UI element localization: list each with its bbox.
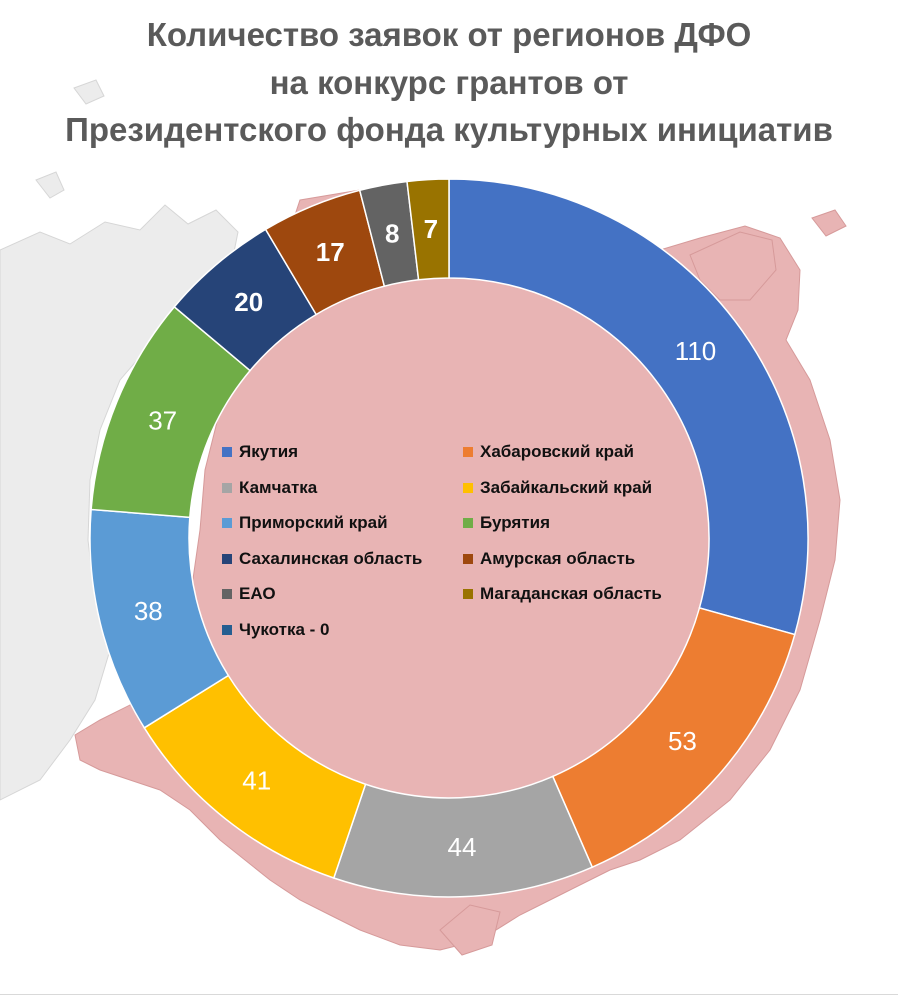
- map-island-left: [35, 171, 65, 199]
- legend-swatch: [222, 482, 232, 493]
- legend-swatch: [463, 589, 473, 599]
- legend-swatch: [463, 482, 473, 493]
- donut-slices: [89, 178, 809, 898]
- legend-item: Магаданская область: [463, 583, 662, 605]
- donut-data-label-4: 41: [242, 766, 271, 796]
- donut-data-label-9: 8: [385, 219, 399, 249]
- legend-item: Приморский край: [222, 512, 388, 534]
- legend-label: Хабаровский край: [480, 442, 634, 461]
- legend-swatch: [222, 624, 232, 635]
- legend-label: Магаданская область: [480, 584, 662, 603]
- legend-item: Бурятия: [463, 512, 550, 534]
- legend-swatch: [463, 447, 473, 457]
- legend-swatch: [463, 518, 473, 528]
- donut-data-labels: 110 53 44 41 38 37 20 17 8 7: [134, 214, 716, 862]
- legend-item: Забайкальский край: [463, 477, 652, 499]
- legend-item: Сахалинская область: [222, 548, 422, 570]
- legend-item: Якутия: [222, 441, 298, 463]
- legend-item: Хабаровский край: [463, 441, 634, 463]
- donut-data-label-7: 20: [234, 287, 263, 317]
- map-island-top: [73, 79, 105, 105]
- legend-label: Сахалинская область: [239, 548, 423, 568]
- donut-data-label-2: 53: [668, 726, 697, 756]
- legend-label: Приморский край: [239, 513, 388, 532]
- legend-item: Чукотка - 0: [222, 619, 330, 641]
- map-land-east-peninsula: [689, 231, 777, 301]
- legend-swatch: [222, 447, 232, 457]
- legend-swatch: [463, 553, 473, 564]
- legend-swatch: [222, 518, 232, 528]
- chart-title-line-3: Президентского фонда культурных инициати…: [65, 111, 833, 148]
- chart-title-line-2: на конкурс грантов от: [269, 64, 629, 101]
- legend-label: Якутия: [239, 442, 299, 461]
- legend-swatch: [222, 553, 232, 564]
- donut-data-label-1: 110: [675, 336, 716, 366]
- legend-item: ЕАО: [222, 583, 276, 605]
- legend-label: Камчатка: [239, 477, 318, 497]
- donut-data-label-6: 37: [148, 405, 177, 435]
- map-land-south: [439, 904, 501, 956]
- map-island-east: [811, 209, 847, 237]
- donut-slice-1: [448, 178, 809, 636]
- legend-label: Забайкальский край: [480, 477, 653, 497]
- legend-swatch: [222, 589, 232, 599]
- donut-data-label-8: 17: [316, 237, 345, 267]
- bottom-divider: [0, 994, 898, 995]
- donut-data-label-10: 7: [424, 214, 438, 244]
- legend-item: Амурская область: [463, 548, 635, 570]
- legend-label: Амурская область: [480, 548, 636, 568]
- donut-slice-10: [406, 178, 450, 281]
- donut-data-label-5: 38: [134, 596, 163, 626]
- chart-title-line-1: Количество заявок от регионов ДФО: [146, 16, 752, 53]
- legend-label: ЕАО: [239, 584, 276, 603]
- legend-label: Бурятия: [480, 513, 551, 532]
- donut-data-label-3: 44: [447, 832, 476, 862]
- legend-item: Камчатка: [222, 477, 317, 499]
- legend-label: Чукотка - 0: [239, 619, 330, 639]
